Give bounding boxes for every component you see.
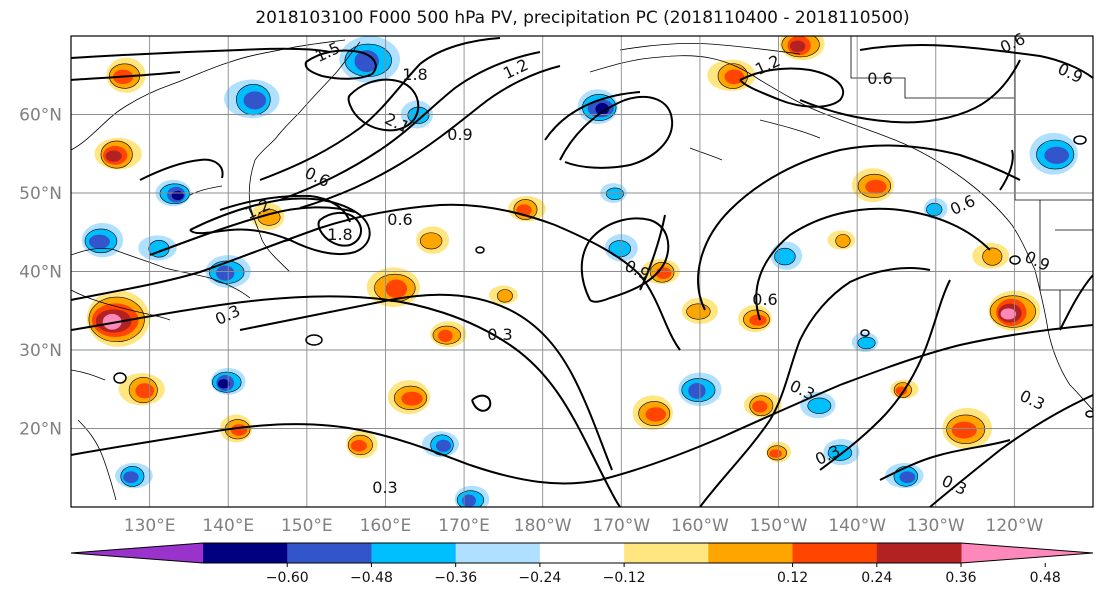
longitude-label: 150°E xyxy=(281,516,333,536)
colorbar-tick-label: 0.36 xyxy=(945,570,976,586)
contour-value-label: 0.6 xyxy=(752,290,777,309)
latitude-label: 40°N xyxy=(19,263,62,283)
colorbar-segment xyxy=(792,543,878,563)
latitude-label: 60°N xyxy=(19,106,62,126)
colorbar-segment xyxy=(539,543,625,563)
colorbar-segment xyxy=(624,543,709,563)
colorbar-segment xyxy=(708,543,794,563)
colorbar-extend-high xyxy=(961,543,1093,563)
precip-anomaly-blob xyxy=(738,304,772,333)
contour-value-label: 0.3 xyxy=(372,478,397,497)
contour-value-label: 1.8 xyxy=(402,65,427,84)
precip-anomaly-blob xyxy=(387,380,431,415)
precip-anomaly-blob xyxy=(770,241,803,270)
precip-anomaly-blob xyxy=(416,226,450,254)
precip-anomaly-blob xyxy=(94,137,142,170)
colorbar-tick-label: −0.12 xyxy=(603,570,646,586)
longitude-label: 150°W xyxy=(750,516,808,536)
colorbar-tick-label: −0.36 xyxy=(434,570,477,586)
contour-value-label: 0.6 xyxy=(387,210,412,229)
longitude-label: 170°W xyxy=(592,516,650,536)
longitude-label: 130°E xyxy=(124,516,176,536)
precip-anomaly-blob xyxy=(1029,132,1078,175)
pv-contour-fragments xyxy=(113,135,1093,418)
latitude-label: 50°N xyxy=(19,184,62,204)
precip-anomaly-blob xyxy=(224,79,280,119)
precip-anomaly-blob xyxy=(743,392,782,418)
latitude-label: 30°N xyxy=(19,341,62,361)
precip-anomaly-blob xyxy=(118,373,165,406)
precip-anomaly-blob xyxy=(81,222,124,258)
longitude-labels: 130°E 140°E 150°E 160°E 170°E 180°W 170°W 160°W… xyxy=(124,516,1044,536)
precip-anomaly-blob xyxy=(346,430,378,459)
precip-anomaly-blob xyxy=(972,242,1010,269)
colorbar-tick-label: −0.60 xyxy=(266,570,309,586)
contour-value-label: 0.6 xyxy=(867,69,892,88)
colorbar-segment xyxy=(203,543,288,563)
precip-anomaly-blob xyxy=(942,407,992,450)
longitude-label: 120°W xyxy=(986,516,1044,536)
colorbar-tick-label: −0.24 xyxy=(518,570,561,586)
longitude-label: 140°W xyxy=(828,516,886,536)
precip-anomaly-blob xyxy=(851,168,895,203)
precip-anomaly-blob xyxy=(508,195,546,222)
precip-anomaly-blob xyxy=(86,290,150,347)
contour-value-label: 0.3 xyxy=(487,325,512,344)
colorbar-tick-label: 0.48 xyxy=(1030,570,1061,586)
coastlines xyxy=(71,39,1093,501)
latitude-label: 20°N xyxy=(19,420,62,440)
precip-anomaly-blob xyxy=(779,36,825,61)
longitude-label: 130°W xyxy=(907,516,965,536)
colorbar-segment xyxy=(455,543,541,563)
pv-contours xyxy=(71,37,1093,507)
colorbar: −0.60 −0.48 −0.36 −0.24 −0.12 0.12 0.24 0.36 0.4… xyxy=(70,542,1094,586)
colorbar-segment xyxy=(371,543,457,563)
precip-anomaly-blob xyxy=(885,463,924,489)
precip-anomaly-blob xyxy=(678,372,722,407)
colorbar-segment xyxy=(876,543,962,563)
colorbar-tick-label: −0.48 xyxy=(350,570,393,586)
contour-value-label: 0.9 xyxy=(447,125,472,144)
precip-anomaly-blob xyxy=(851,332,879,353)
longitude-label: 160°E xyxy=(360,516,412,536)
precip-anomaly-blob xyxy=(827,230,856,250)
colorbar-extend-low xyxy=(71,543,203,563)
latitude-labels: 60°N 50°N 40°N 30°N 20°N xyxy=(19,106,62,440)
precip-anomaly-blob xyxy=(454,485,490,507)
longitude-label: 180°W xyxy=(514,516,572,536)
contour-value-label: 1.8 xyxy=(327,225,352,244)
map-title: 2018103100 F000 500 hPa PV, precipitatio… xyxy=(255,8,910,28)
political-borders xyxy=(850,36,1093,330)
longitude-label: 160°W xyxy=(671,516,729,536)
precip-anomaly-blob xyxy=(488,285,518,305)
map-frame xyxy=(70,35,1094,508)
colorbar-tick-label: 0.24 xyxy=(861,570,892,586)
precipitation-pc-shading xyxy=(81,36,1078,507)
colorbar-tick-label: 0.12 xyxy=(777,570,808,586)
longitude-label: 170°E xyxy=(438,516,490,536)
longitude-label: 140°E xyxy=(202,516,254,536)
colorbar-segment xyxy=(287,543,372,563)
precip-anomaly-blob xyxy=(115,462,153,489)
precip-anomaly-blob xyxy=(632,395,673,431)
precip-anomaly-blob xyxy=(430,321,467,348)
